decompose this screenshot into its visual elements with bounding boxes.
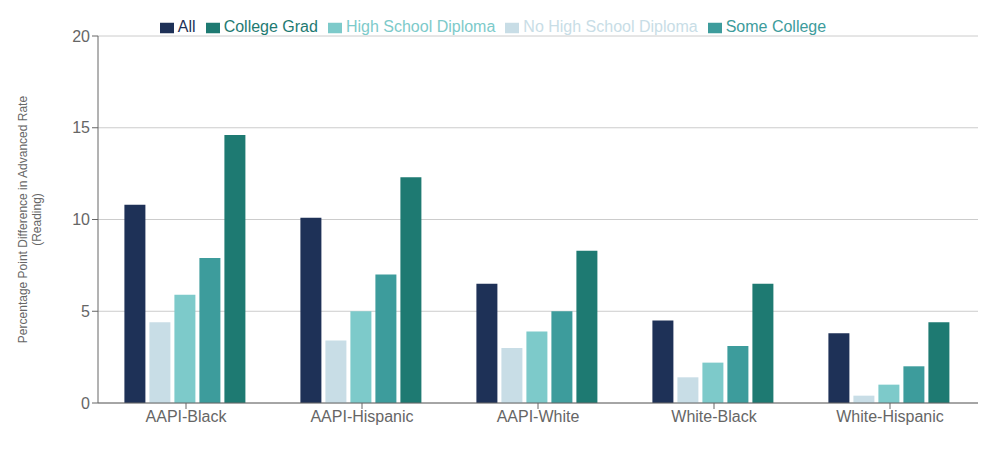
html-text:All: All bbox=[177, 18, 196, 35]
svg-text:White-Black: White-Black bbox=[671, 408, 757, 425]
html-text:College Grad: College Grad bbox=[223, 18, 318, 35]
svg-text:15: 15 bbox=[72, 119, 90, 136]
html-text:No High School Diploma: No High School Diploma bbox=[523, 18, 698, 35]
svg-text:10: 10 bbox=[72, 211, 90, 228]
svg-text:0: 0 bbox=[81, 395, 90, 412]
svg-text:AAPI-Hispanic: AAPI-Hispanic bbox=[310, 408, 413, 425]
svg-text:5: 5 bbox=[81, 303, 90, 320]
svg-text:AAPI-Black: AAPI-Black bbox=[146, 408, 228, 425]
svg-text:White-Hispanic: White-Hispanic bbox=[836, 408, 944, 425]
html-text:High School Diploma: High School Diploma bbox=[345, 18, 496, 35]
svg-text:AAPI-White: AAPI-White bbox=[497, 408, 580, 425]
svg-text:Percentage Point Difference in: Percentage Point Difference in Advanced … bbox=[16, 96, 44, 344]
html-text:Some College: Some College bbox=[725, 18, 827, 35]
svg-text:20: 20 bbox=[72, 28, 90, 45]
